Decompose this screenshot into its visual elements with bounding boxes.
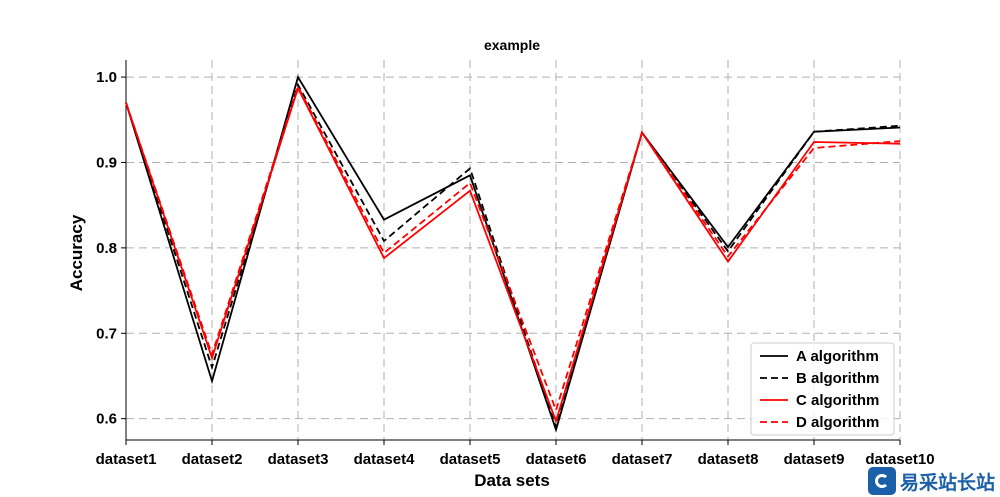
x-tick-label: dataset10 [865, 451, 934, 468]
y-tick-label: 0.7 [96, 325, 117, 342]
y-axis-label: Accuracy [67, 214, 86, 291]
watermark-text: 易采站长站 [900, 471, 996, 494]
series-lines [125, 74, 901, 433]
x-tick-label: dataset1 [96, 451, 157, 468]
x-tick-label: dataset5 [440, 451, 501, 468]
tick-labels: dataset1 dataset2 dataset3 dataset4 dataset5… [96, 69, 935, 468]
series-line-d [125, 84, 901, 413]
chart-title: example [484, 37, 540, 53]
legend-label: B algorithm [796, 370, 879, 387]
x-tick-label: dataset7 [612, 451, 673, 468]
legend-label: C algorithm [796, 392, 879, 409]
legend-box [750, 342, 895, 436]
x-tick-label: dataset6 [526, 451, 587, 468]
x-tick-label: dataset9 [784, 451, 845, 468]
legend: A algorithm B algorithm C algorithm D algor… [750, 342, 895, 436]
x-tick-label: dataset3 [268, 451, 329, 468]
axes [121, 60, 901, 445]
x-tick-label: dataset4 [354, 451, 416, 468]
series-line-b [125, 82, 901, 431]
watermark: 易采站长站 [866, 465, 1000, 497]
legend-label: A algorithm [796, 348, 879, 365]
x-axis-label: Data sets [474, 471, 550, 490]
watermark-logo-icon [868, 467, 896, 495]
y-tick-label: 0.9 [96, 154, 117, 171]
x-tick-label: dataset2 [182, 451, 243, 468]
x-tick-label: dataset8 [698, 451, 759, 468]
legend-label: D algorithm [796, 414, 879, 431]
y-tick-label: 0.8 [96, 240, 117, 257]
y-tick-label: 0.6 [96, 411, 117, 428]
y-tick-label: 1.0 [96, 69, 117, 86]
